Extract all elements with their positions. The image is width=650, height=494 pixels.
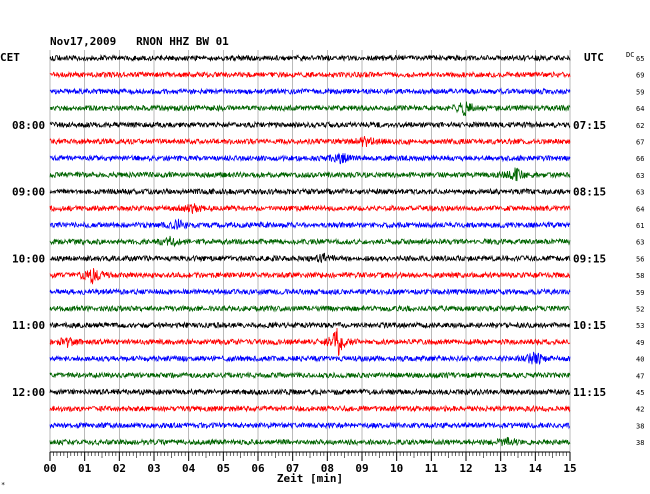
right-hour-label: 08:15	[573, 186, 606, 199]
x-axis-label: Zeit [min]	[277, 472, 343, 485]
trace-5	[49, 136, 571, 148]
dc-value-label: 45	[636, 389, 644, 397]
dc-value-label: 63	[636, 189, 644, 197]
dc-value-label: 47	[636, 372, 644, 380]
x-tick-label: 10	[390, 462, 403, 475]
right-hour-label: 07:15	[573, 119, 606, 132]
left-hour-label: 12:00	[12, 386, 45, 399]
x-tick-label: 01	[78, 462, 92, 475]
x-tick-label: 07	[286, 462, 299, 475]
dc-value-label: 49	[636, 339, 644, 347]
trace-1	[49, 70, 571, 79]
dc-header-label: DC	[626, 51, 634, 59]
dc-value-label: 42	[636, 406, 644, 414]
left-hour-label: 11:00	[12, 319, 45, 332]
x-tick-label: 04	[182, 462, 196, 475]
trace-9	[49, 203, 571, 214]
dc-value-label: 52	[636, 306, 644, 314]
dc-value-label: 63	[636, 172, 644, 180]
dc-value-label: 38	[636, 439, 644, 447]
trace-2	[49, 87, 571, 96]
x-tick-label: 11	[425, 462, 439, 475]
dc-value-label: 38	[636, 422, 644, 430]
left-hour-label: 10:00	[12, 252, 45, 265]
dc-value-label: 69	[636, 72, 644, 80]
labels-group: Nov17,2009 RNON HHZ BW 01 CET UTC DC Zei…	[0, 35, 644, 489]
trace-20	[49, 387, 571, 397]
trace-0	[49, 54, 571, 63]
trace-7	[49, 167, 571, 182]
right-hour-label: 09:15	[573, 252, 606, 265]
x-tick-label: 14	[529, 462, 543, 475]
timezone-right-label: UTC	[584, 51, 604, 64]
trace-22	[49, 421, 571, 430]
x-tick-label: 08	[321, 462, 334, 475]
dc-value-label: 58	[636, 272, 644, 280]
trace-16	[49, 321, 571, 330]
x-tick-label: 06	[251, 462, 265, 475]
trace-18	[49, 351, 571, 366]
dc-value-label: 64	[636, 105, 644, 113]
dc-value-label: 67	[636, 139, 644, 147]
trace-12	[49, 252, 571, 264]
dc-value-label: 53	[636, 322, 644, 330]
timezone-left-label: CET	[0, 51, 20, 64]
x-tick-label: 02	[113, 462, 126, 475]
trace-6	[49, 152, 571, 165]
x-tick-label: 09	[355, 462, 368, 475]
dc-value-label: 63	[636, 239, 644, 247]
trace-4	[49, 120, 571, 129]
dc-value-label: 59	[636, 88, 644, 96]
trace-17	[49, 327, 571, 356]
trace-21	[49, 404, 571, 413]
dc-value-label: 59	[636, 289, 644, 297]
chart-title: Nov17,2009 RNON HHZ BW 01	[50, 35, 229, 48]
dc-value-label: 65	[636, 55, 644, 63]
dc-value-label: 61	[636, 222, 644, 230]
trace-10	[49, 218, 571, 230]
trace-13	[49, 268, 571, 285]
trace-14	[49, 287, 571, 296]
trace-19	[49, 371, 571, 380]
dc-value-label: 56	[636, 255, 644, 263]
right-hour-label: 10:15	[573, 319, 606, 332]
x-tick-label: 15	[563, 462, 576, 475]
x-tick-label: 00	[43, 462, 56, 475]
trace-23	[49, 436, 571, 447]
x-axis: 00 01 02 03 04 05 06 07 08 09 10 11 12 13 14 15	[43, 451, 577, 475]
trace-11	[49, 235, 571, 248]
dc-value-label: 62	[636, 122, 644, 130]
x-tick-label: 12	[459, 462, 472, 475]
right-hour-label: 11:15	[573, 386, 606, 399]
dc-value-label: 64	[636, 205, 644, 213]
x-tick-label: 05	[217, 462, 230, 475]
dc-value-label: 40	[636, 356, 644, 364]
x-tick-label: 13	[494, 462, 507, 475]
corner-mark: *	[1, 481, 5, 489]
minute-grid	[49, 50, 571, 452]
trace-3	[49, 101, 571, 117]
trace-8	[49, 187, 571, 196]
left-hour-label: 09:00	[12, 186, 45, 199]
trace-15	[49, 304, 571, 313]
dc-value-label: 66	[636, 155, 644, 163]
traces-group	[49, 54, 571, 447]
x-tick-label: 03	[147, 462, 160, 475]
left-hour-label: 08:00	[12, 119, 45, 132]
